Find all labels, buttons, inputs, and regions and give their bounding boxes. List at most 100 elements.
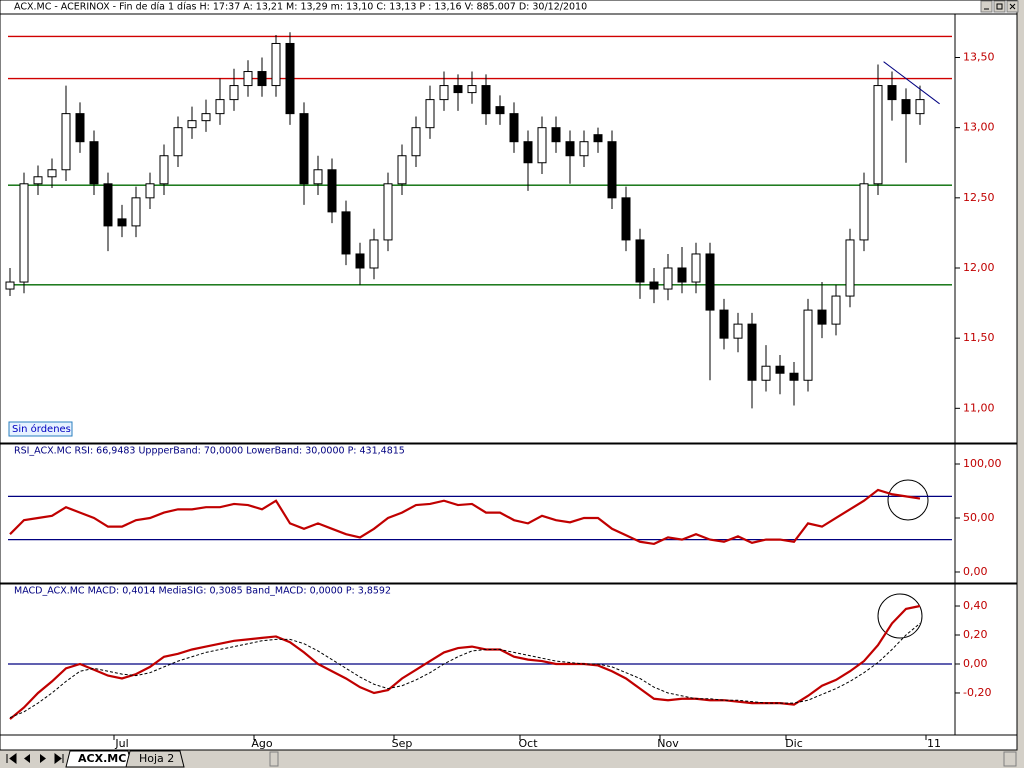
candle-body xyxy=(89,141,99,185)
sheet-tabs: ACX.MC Hoja 2 xyxy=(2,750,1017,768)
candle-body xyxy=(565,141,575,157)
candle-body xyxy=(593,134,603,143)
y-tick-label: 13,50 xyxy=(963,51,995,64)
candle-body xyxy=(859,183,869,241)
candle-body xyxy=(159,155,169,185)
tab-label: Hoja 2 xyxy=(139,752,174,765)
x-tick-label: Dic xyxy=(785,737,803,750)
tab[interactable] xyxy=(125,750,185,768)
candle-body xyxy=(47,169,57,178)
x-tick-label: Sep xyxy=(392,737,413,750)
macd-panel xyxy=(0,583,1018,736)
candle-body xyxy=(677,267,687,283)
candle-body xyxy=(915,99,925,115)
candle-body xyxy=(579,141,589,157)
candle-body xyxy=(831,295,841,325)
candle-body xyxy=(845,239,855,297)
y-tick-label: 0,40 xyxy=(963,599,988,612)
candle-body xyxy=(467,85,477,94)
candle-body xyxy=(397,155,407,185)
candle-body xyxy=(425,99,435,129)
candle-body xyxy=(509,113,519,143)
candle-body xyxy=(691,253,701,283)
y-tick-label: 11,00 xyxy=(963,401,995,414)
candle-body xyxy=(19,183,29,283)
candle-body xyxy=(243,71,253,87)
x-tick-label: Nov xyxy=(657,737,679,750)
candle-body xyxy=(775,365,785,374)
candle-body xyxy=(313,169,323,185)
candle-body xyxy=(187,120,197,129)
highlight-circle xyxy=(877,593,923,639)
rsi-title: RSI_ACX.MC RSI: 66,9483 UppperBand: 70,0… xyxy=(14,446,405,457)
candle-body xyxy=(355,253,365,269)
candle-body xyxy=(481,85,491,115)
candle-body xyxy=(327,169,337,213)
candle-body xyxy=(733,323,743,339)
x-tick-label: 11 xyxy=(927,737,941,750)
y-tick-label: 0,00 xyxy=(963,657,988,670)
series-line xyxy=(9,488,921,546)
rsi-panel xyxy=(0,443,1018,584)
candle-body xyxy=(61,113,71,171)
candle-body xyxy=(649,281,659,290)
tab-label: ACX.MC xyxy=(78,752,126,765)
trendline xyxy=(883,61,940,105)
candle-body xyxy=(789,372,799,381)
candle-body xyxy=(495,106,505,115)
candle-body xyxy=(131,197,141,227)
candle-body xyxy=(215,99,225,115)
scroll-left[interactable] xyxy=(269,751,279,767)
candle-body xyxy=(75,113,85,143)
x-tick-label: Oct xyxy=(518,737,538,750)
candle-body xyxy=(383,183,393,241)
icon xyxy=(996,3,1003,10)
candle-body xyxy=(117,218,127,227)
nav-last[interactable] xyxy=(54,753,64,764)
candle-body xyxy=(523,141,533,164)
series-line xyxy=(9,604,921,720)
badge[interactable] xyxy=(8,421,73,437)
candle-body xyxy=(411,127,421,157)
candle-body xyxy=(285,42,295,115)
window-buttons[interactable] xyxy=(980,0,1019,13)
nav-prev[interactable] xyxy=(24,754,30,763)
candle-body xyxy=(607,141,617,199)
candle-body xyxy=(901,99,911,115)
icon xyxy=(1009,3,1016,10)
y-tick-label: 50,00 xyxy=(963,511,995,524)
candle-body xyxy=(873,85,883,185)
minimize-button[interactable] xyxy=(980,0,993,13)
nav-next[interactable] xyxy=(40,754,46,763)
candle-body xyxy=(817,309,827,325)
badge-text: Sin órdenes xyxy=(12,423,71,435)
candle-body xyxy=(719,309,729,339)
candle-body xyxy=(439,85,449,101)
candle-body xyxy=(271,42,281,87)
candle-body xyxy=(537,127,547,164)
candle-body xyxy=(173,127,183,157)
candle-body xyxy=(803,309,813,381)
candle-body xyxy=(663,267,673,290)
scroll-right[interactable] xyxy=(1003,751,1017,767)
candle-body xyxy=(103,183,113,227)
candle-body xyxy=(635,239,645,283)
candle-body xyxy=(747,323,757,381)
y-tick-label: -0,20 xyxy=(963,686,991,699)
candle-body xyxy=(551,127,561,143)
candle-body xyxy=(341,211,351,255)
series-line xyxy=(9,623,921,719)
nav-first[interactable] xyxy=(6,753,17,764)
candle-body xyxy=(369,239,379,269)
candle-body xyxy=(453,85,463,94)
candle-body xyxy=(299,113,309,185)
candle-body xyxy=(621,197,631,241)
candle-body xyxy=(229,85,239,101)
candle-body xyxy=(761,365,771,381)
candle-body xyxy=(145,183,155,199)
chart-title: ACX.MC - ACERINOX - Fin de día 1 días H:… xyxy=(14,2,587,13)
maximize-button[interactable] xyxy=(993,0,1006,13)
y-tick-label: 12,50 xyxy=(963,191,995,204)
y-tick-label: 100,00 xyxy=(963,457,1002,470)
